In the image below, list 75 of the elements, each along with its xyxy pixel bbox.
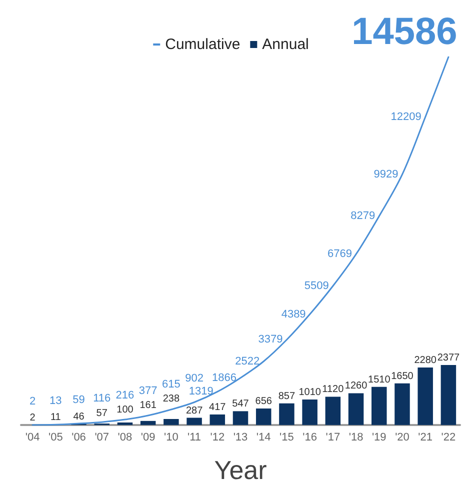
data-label: 13 xyxy=(50,395,62,408)
data-label: 857 xyxy=(278,390,296,402)
data-label: 8279 xyxy=(350,210,376,222)
data-label: 12209 xyxy=(390,110,422,123)
x-tick-label: '11 xyxy=(188,432,202,444)
bar xyxy=(210,414,226,425)
bar xyxy=(348,393,364,425)
bar xyxy=(256,408,272,425)
bar xyxy=(372,386,387,425)
data-label: 6769 xyxy=(328,248,352,260)
data-label: 9929 xyxy=(374,168,398,180)
legend-label: Annual xyxy=(262,36,309,53)
x-tick-label: '14 xyxy=(256,432,271,444)
x-tick-label: '16 xyxy=(302,432,317,444)
data-label: 615 xyxy=(162,378,180,390)
x-tick-label: '20 xyxy=(395,432,410,444)
data-label: 216 xyxy=(116,390,134,402)
x-tick-label: '12 xyxy=(210,432,225,444)
bar xyxy=(186,418,202,425)
bar xyxy=(279,403,294,425)
bar xyxy=(302,400,318,425)
x-tick-label: '22 xyxy=(441,432,456,444)
data-label: 238 xyxy=(162,393,180,404)
bar xyxy=(440,365,456,425)
x-tick-label: '08 xyxy=(118,432,132,444)
x-tick-label: '04 xyxy=(25,432,40,444)
data-label: 100 xyxy=(116,404,134,416)
x-tick-label: '10 xyxy=(164,432,178,444)
data-label: 2280 xyxy=(414,354,437,366)
data-label: 1010 xyxy=(298,387,322,398)
data-label: 2377 xyxy=(437,352,460,364)
data-label: 656 xyxy=(255,396,272,407)
x-tick-label: '18 xyxy=(348,432,364,444)
data-label: 417 xyxy=(209,402,226,413)
bar xyxy=(164,418,179,425)
bar xyxy=(418,367,433,425)
data-label: 161 xyxy=(140,400,157,411)
bar xyxy=(117,422,133,425)
data-label: 46 xyxy=(73,411,85,422)
data-label: 1120 xyxy=(322,384,344,396)
bar xyxy=(394,383,410,425)
data-label: 4389 xyxy=(281,308,306,320)
x-tick-label: '21 xyxy=(418,432,433,444)
x-axis-title: Year xyxy=(214,455,268,485)
x-tick-label: '13 xyxy=(233,432,248,444)
data-label: 5509 xyxy=(304,280,329,292)
data-label: 1319 xyxy=(188,386,214,398)
data-label: 902 xyxy=(185,372,204,385)
data-label: 2 xyxy=(29,395,36,408)
data-label: 2 xyxy=(30,412,36,424)
data-label: 1510 xyxy=(368,374,391,386)
bar xyxy=(325,396,341,425)
bar xyxy=(232,411,248,425)
data-label: 377 xyxy=(138,384,158,397)
data-label: 1650 xyxy=(391,370,414,382)
data-label: 116 xyxy=(93,392,111,405)
x-tick-label: '15 xyxy=(280,432,294,444)
data-label: 1260 xyxy=(344,380,368,392)
x-tick-label: '06 xyxy=(72,432,86,444)
data-label: 14586 xyxy=(352,11,458,53)
legend-label: Cumulative xyxy=(165,36,240,53)
x-tick-label: '05 xyxy=(48,432,63,444)
x-tick-label: '17 xyxy=(326,432,340,444)
x-tick-label: '07 xyxy=(94,432,110,444)
x-tick-label: '09 xyxy=(140,432,156,444)
data-label: 11 xyxy=(50,412,62,424)
bar xyxy=(140,420,156,425)
data-label: 2522 xyxy=(235,355,260,368)
data-label: 57 xyxy=(96,408,108,419)
data-label: 59 xyxy=(72,394,85,406)
data-label: 547 xyxy=(232,398,250,410)
data-label: 3379 xyxy=(258,334,283,346)
data-label: 1866 xyxy=(212,372,236,384)
x-tick-label: '19 xyxy=(372,432,386,444)
data-label: 287 xyxy=(186,405,204,416)
